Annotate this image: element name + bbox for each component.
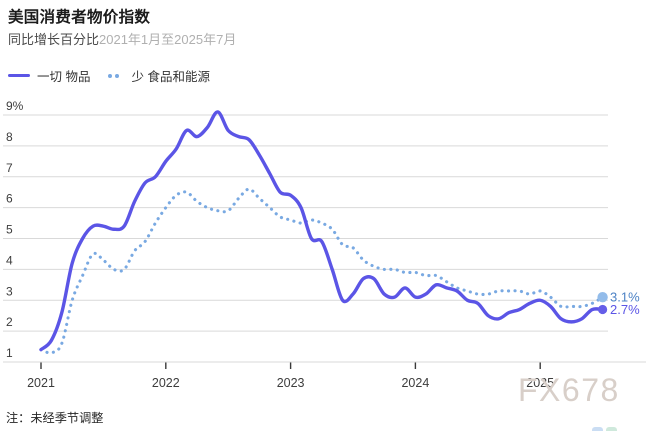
- x-axis-label: 2022: [152, 376, 180, 390]
- y-axis-label: 1: [6, 346, 13, 360]
- subtitle-measure: 同比增长百分比: [8, 32, 100, 47]
- series-end-dot: [597, 291, 608, 303]
- x-axis-label: 2021: [27, 376, 55, 390]
- legend-item-all-items: 一切 物品: [8, 66, 90, 85]
- legend-item-core: 少 食品和能源: [108, 66, 210, 85]
- y-axis-label: 5: [6, 223, 13, 237]
- series-end-dot: [598, 304, 608, 315]
- chart-subtitle: 同比增长百分比2021年1月至2025年7月: [8, 29, 236, 48]
- chart-legend: 一切 物品 少 食品和能源: [8, 66, 228, 85]
- legend-label-core: 少 食品和能源: [131, 70, 210, 84]
- legend-label-all-items: 一切 物品: [37, 70, 91, 84]
- core-cpi-line: [39, 187, 605, 355]
- series-end-value-label: 2.7%: [610, 302, 640, 317]
- x-axis-label: 2025: [526, 376, 554, 390]
- series-end-value-label: 3.1%: [610, 290, 640, 305]
- dotted-line-swatch-icon: [108, 73, 122, 78]
- y-axis-label: 3: [6, 284, 13, 298]
- subtitle-date-range: 2021年1月至2025年7月: [99, 32, 237, 47]
- x-axis-label: 2024: [401, 376, 429, 390]
- footnote: 注：未经季节调整: [6, 411, 104, 425]
- y-axis-label: 4: [6, 253, 13, 267]
- solid-line-swatch-icon: [8, 73, 30, 78]
- y-axis-label: 2: [6, 315, 13, 329]
- cropped-logo-fragment: [592, 427, 620, 431]
- y-axis-label: 8: [6, 130, 13, 144]
- all-items-cpi-line: [39, 110, 605, 352]
- page-title: 美国消费者物价指数: [8, 9, 151, 26]
- x-axis-label: 2023: [277, 376, 305, 390]
- y-axis-label: 6: [6, 192, 13, 206]
- y-axis-label: 7: [6, 161, 13, 175]
- y-axis-label: 9%: [6, 99, 24, 113]
- fx678-watermark: FX678: [518, 372, 620, 408]
